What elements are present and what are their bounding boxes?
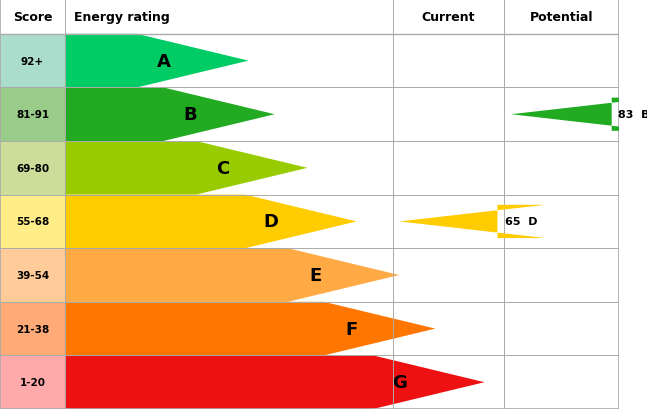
Polygon shape bbox=[65, 302, 435, 355]
Bar bbox=[504, 355, 619, 409]
Polygon shape bbox=[65, 195, 356, 249]
Text: Potential: Potential bbox=[530, 11, 593, 24]
Bar bbox=[65, 142, 393, 195]
Bar bbox=[65, 195, 393, 249]
Polygon shape bbox=[65, 249, 399, 302]
Bar bbox=[0, 195, 65, 249]
Bar bbox=[504, 35, 619, 88]
Polygon shape bbox=[65, 355, 485, 409]
Bar bbox=[393, 142, 504, 195]
Polygon shape bbox=[65, 88, 274, 142]
Text: 55-68: 55-68 bbox=[16, 217, 49, 227]
Bar bbox=[65, 249, 393, 302]
Text: 1-20: 1-20 bbox=[19, 377, 45, 387]
Text: 92+: 92+ bbox=[21, 56, 44, 67]
Bar bbox=[393, 355, 504, 409]
Text: G: G bbox=[391, 373, 406, 391]
Text: 81-91: 81-91 bbox=[16, 110, 49, 120]
Text: E: E bbox=[309, 266, 322, 284]
Bar bbox=[393, 88, 504, 142]
Text: 39-54: 39-54 bbox=[16, 270, 49, 280]
Bar bbox=[0, 88, 65, 142]
Bar bbox=[393, 249, 504, 302]
Text: A: A bbox=[157, 52, 170, 70]
Bar bbox=[393, 195, 504, 249]
Text: B: B bbox=[183, 106, 197, 124]
Bar bbox=[504, 88, 619, 142]
Bar bbox=[0, 249, 65, 302]
Text: Score: Score bbox=[13, 11, 52, 24]
Text: 83  B: 83 B bbox=[619, 110, 647, 120]
Polygon shape bbox=[399, 205, 545, 238]
Bar bbox=[504, 195, 619, 249]
Text: Current: Current bbox=[422, 11, 475, 24]
Text: D: D bbox=[264, 213, 279, 231]
Polygon shape bbox=[65, 35, 248, 88]
Bar bbox=[0, 302, 65, 355]
Bar bbox=[393, 302, 504, 355]
Bar bbox=[0, 142, 65, 195]
Bar bbox=[65, 302, 393, 355]
Bar bbox=[0, 0, 619, 35]
Text: 21-38: 21-38 bbox=[16, 324, 49, 334]
Text: Energy rating: Energy rating bbox=[74, 11, 170, 24]
Polygon shape bbox=[511, 99, 647, 132]
Bar bbox=[504, 249, 619, 302]
Bar bbox=[393, 35, 504, 88]
Text: 69-80: 69-80 bbox=[16, 164, 49, 173]
Bar bbox=[0, 35, 65, 88]
Bar bbox=[504, 142, 619, 195]
Bar bbox=[65, 35, 393, 88]
Text: 65  D: 65 D bbox=[505, 217, 538, 227]
Bar bbox=[0, 355, 65, 409]
Polygon shape bbox=[65, 142, 307, 195]
Bar bbox=[504, 302, 619, 355]
Text: C: C bbox=[216, 160, 230, 178]
Bar bbox=[65, 88, 393, 142]
Text: F: F bbox=[345, 320, 357, 338]
Bar bbox=[65, 355, 393, 409]
